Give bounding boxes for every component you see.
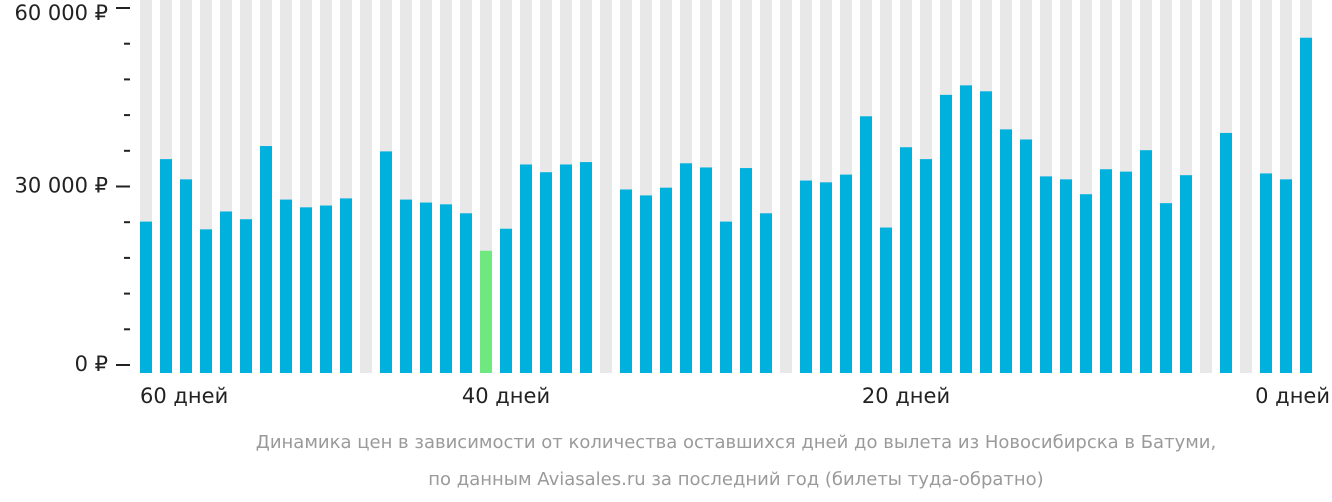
bar: [1140, 150, 1152, 373]
bar: [580, 162, 592, 373]
bar: [740, 168, 752, 373]
bar: [840, 174, 852, 373]
bar: [200, 229, 212, 373]
bar: [860, 116, 872, 373]
bar: [660, 187, 672, 373]
bar: [300, 207, 312, 373]
y-tick-label: 0 ₽: [75, 352, 108, 376]
bar: [1040, 176, 1052, 373]
bar: [460, 213, 472, 373]
bar: [1160, 203, 1172, 373]
bar: [1060, 179, 1072, 373]
bar: [1260, 173, 1272, 373]
caption: Динамика цен в зависимости от количества…: [256, 432, 1216, 453]
bar: [1020, 139, 1032, 373]
bar: [980, 91, 992, 374]
bar: [1300, 37, 1312, 373]
bar: [1180, 175, 1192, 373]
bar: [1220, 132, 1232, 373]
bar: [700, 167, 712, 373]
bar: [1280, 179, 1292, 373]
bar: [960, 85, 972, 373]
bar: [880, 227, 892, 373]
bar: [260, 146, 272, 373]
bar: [920, 159, 932, 373]
stripe: [1200, 0, 1212, 373]
bar: [220, 211, 232, 373]
bar: [440, 204, 452, 373]
bar: [820, 182, 832, 373]
bar: [160, 159, 172, 373]
bar: [480, 250, 492, 373]
x-tick-label: 60 дней: [140, 384, 228, 408]
bar: [680, 163, 692, 373]
bar: [1120, 171, 1132, 373]
x-tick-label: 0 дней: [1255, 384, 1330, 408]
stripe: [600, 0, 612, 373]
y-tick-label: 60 000 ₽: [14, 1, 108, 25]
bar: [380, 151, 392, 373]
bar: [1100, 169, 1112, 373]
bar: [420, 202, 432, 373]
bar: [180, 179, 192, 373]
bar: [760, 213, 772, 373]
y-tick-label: 30 000 ₽: [14, 174, 108, 198]
bar: [320, 205, 332, 373]
bar: [1080, 194, 1092, 373]
bar: [800, 180, 812, 373]
bar: [560, 164, 572, 373]
bar: [900, 147, 912, 373]
bar: [720, 221, 732, 373]
bar: [1000, 129, 1012, 373]
bar: [620, 189, 632, 373]
bar: [500, 228, 512, 373]
bar: [520, 164, 532, 373]
bar: [240, 219, 252, 373]
caption: по данным Aviasales.ru за последний год …: [428, 469, 1043, 490]
bar: [940, 94, 952, 374]
stripe: [360, 0, 372, 373]
x-tick-label: 20 дней: [862, 384, 950, 408]
bar: [340, 198, 352, 373]
stripe: [1240, 0, 1252, 373]
bar: [280, 199, 292, 373]
bar: [540, 172, 552, 373]
stripe: [780, 0, 792, 373]
bar: [400, 199, 412, 373]
bar: [140, 221, 152, 373]
bar: [640, 195, 652, 373]
x-tick-label: 40 дней: [462, 384, 550, 408]
